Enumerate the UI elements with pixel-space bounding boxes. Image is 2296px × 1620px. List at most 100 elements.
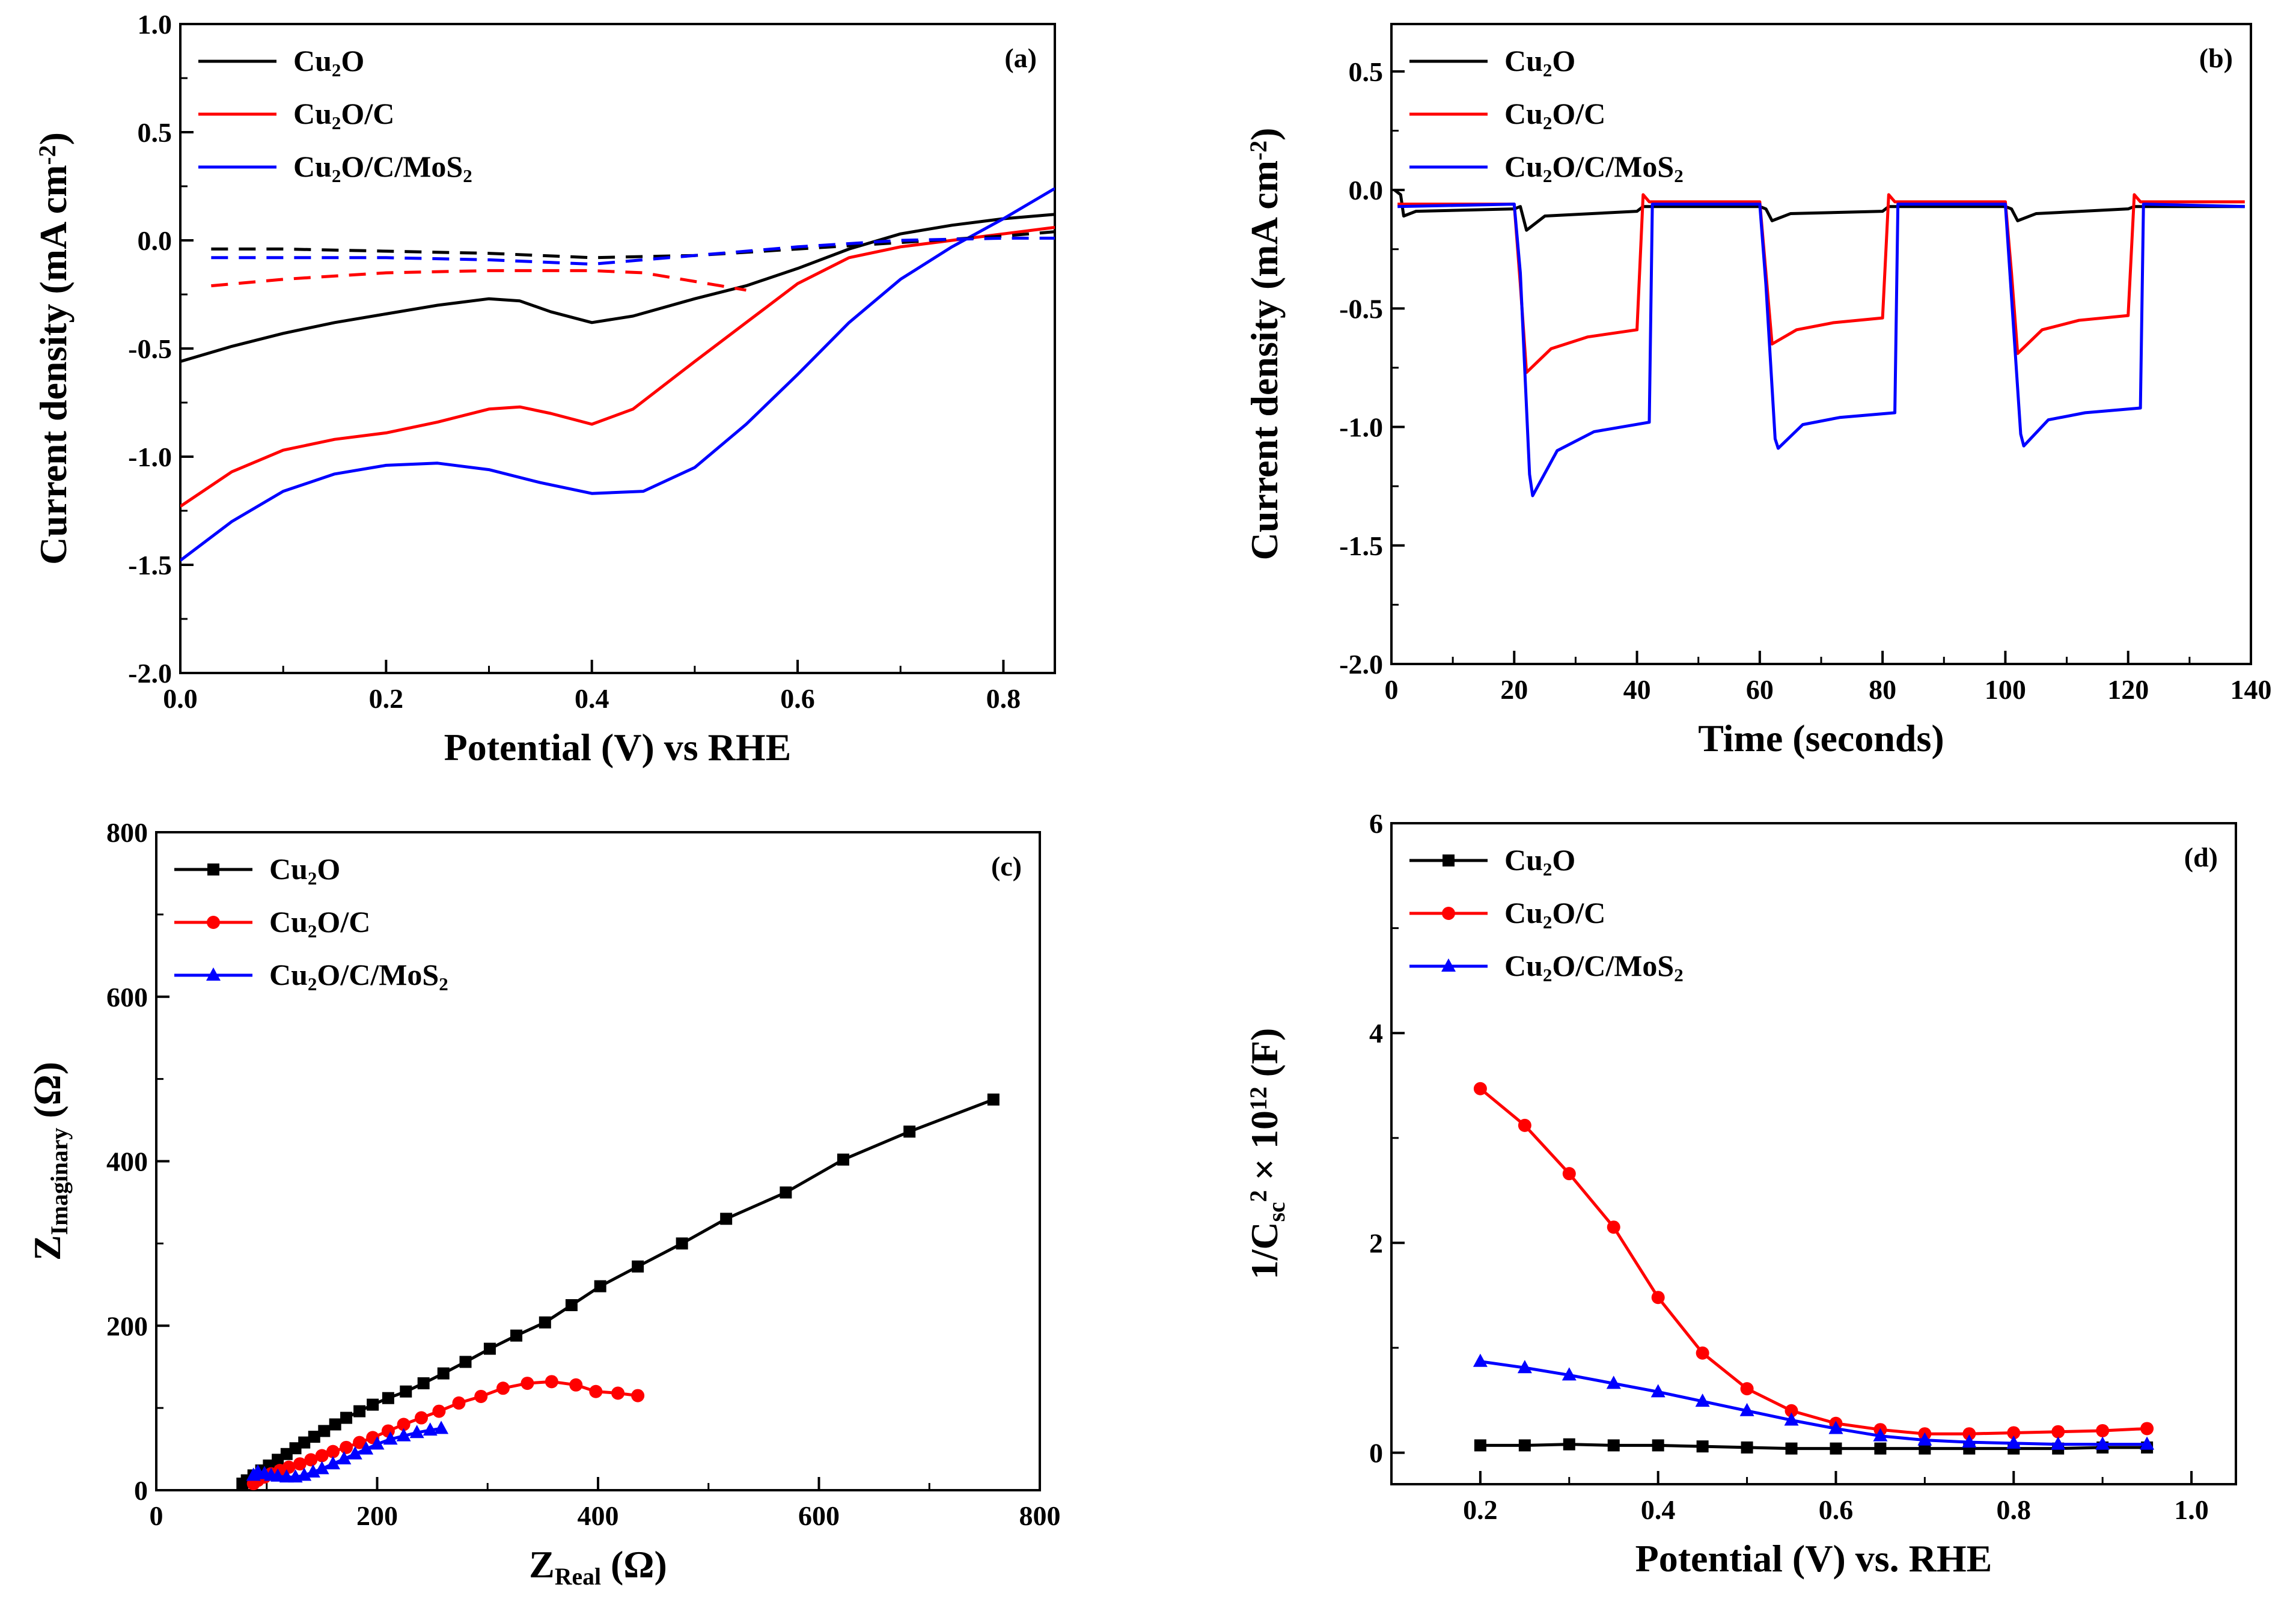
data-point-square xyxy=(903,1125,916,1138)
data-point-circle xyxy=(2051,1425,2065,1439)
y-axis-label: Current density (mA cm-2) xyxy=(1243,128,1286,561)
panel-c: 0 200 400 600 800 0 200 400 600 800 ZReal (Ω) ZImag… xyxy=(26,817,1061,1590)
panel-label: (a) xyxy=(1004,43,1037,73)
data-point-circle xyxy=(1473,1082,1487,1095)
data-point-triangle xyxy=(434,1421,449,1434)
y-tick-label: 4 xyxy=(1369,1018,1383,1049)
data-point-triangle xyxy=(1917,1432,1932,1446)
data-point-triangle xyxy=(1473,1353,1488,1367)
legend: Cu2O Cu2O/C Cu2O/C/MoS2 xyxy=(174,852,448,994)
data-point-square xyxy=(720,1213,733,1225)
data-point-triangle xyxy=(1562,1367,1577,1381)
y-axis-label: Current density (mA cm-2) xyxy=(32,132,75,565)
legend-label: Cu2O/C/MoS2 xyxy=(1504,150,1684,186)
data-point-triangle xyxy=(396,1428,411,1442)
legend: Cu2O Cu2O/C Cu2O/C/MoS2 xyxy=(1409,843,1684,985)
y-tick-label: 0.5 xyxy=(138,117,173,148)
y-tick-label: -2.0 xyxy=(128,658,172,689)
data-point-circle xyxy=(496,1381,510,1395)
y-tick-label: 200 xyxy=(106,1311,148,1341)
data-point-triangle xyxy=(347,1446,362,1460)
data-point-square xyxy=(308,1431,320,1443)
x-axis-label: Potential (V) vs. RHE xyxy=(1635,1537,1992,1580)
data-point-square xyxy=(837,1153,849,1166)
data-point-triangle xyxy=(1517,1360,1532,1374)
series-line-cu2o xyxy=(1393,189,2245,232)
x-tick-label: 0 xyxy=(1385,674,1399,705)
x-tick-label: 0.6 xyxy=(1819,1494,1854,1525)
data-point-circle xyxy=(1518,1118,1531,1132)
x-axis-label: ZReal (Ω) xyxy=(529,1543,667,1590)
series-line-cu2o-c-mos2 xyxy=(1397,202,2245,498)
x-tick-label: 20 xyxy=(1500,674,1528,705)
legend-label: Cu2O xyxy=(269,852,340,889)
x-tick-label: 0 xyxy=(150,1500,163,1531)
data-point-square xyxy=(1874,1442,1887,1455)
legend-marker xyxy=(1441,958,1456,972)
x-tick-label: 0.0 xyxy=(163,683,198,714)
series-line-cu2o-c xyxy=(1397,193,2245,374)
series-group xyxy=(180,187,1055,562)
data-point-circle xyxy=(397,1418,411,1431)
data-point-square xyxy=(298,1436,311,1449)
data-point-square xyxy=(1563,1438,1575,1451)
legend-label: Cu2O/C/MoS2 xyxy=(1504,949,1684,985)
x-tick-label: 400 xyxy=(578,1500,619,1531)
x-tick-label: 0.8 xyxy=(986,683,1021,714)
data-point-square xyxy=(353,1405,366,1418)
data-point-square xyxy=(367,1398,379,1411)
y-tick-label: 0 xyxy=(1369,1438,1383,1469)
x-tick-label: 600 xyxy=(798,1500,840,1531)
panel-label: (d) xyxy=(2184,842,2218,872)
data-point-square xyxy=(1785,1442,1798,1455)
data-point-triangle xyxy=(423,1422,438,1436)
x-tick-label: 140 xyxy=(2230,674,2272,705)
x-tick-label: 0.6 xyxy=(780,683,815,714)
data-point-triangle xyxy=(1784,1412,1799,1426)
data-point-circle xyxy=(474,1389,488,1403)
data-point-square xyxy=(382,1392,394,1404)
data-point-circle xyxy=(1785,1404,1798,1418)
plot-frame xyxy=(1390,822,2237,1485)
panel-a: 0.0 0.2 0.4 0.6 0.8 -2.0 -1.5 -1.0 -0.5 0.0 0.5 1.0… xyxy=(32,9,1056,769)
data-point-square xyxy=(1741,1441,1753,1454)
y-tick-label: 2 xyxy=(1369,1228,1383,1258)
legend-label: Cu2O/C xyxy=(269,905,370,942)
data-point-circle xyxy=(432,1404,446,1418)
data-point-square xyxy=(676,1237,688,1250)
series-line-cu2o-c-mos2 xyxy=(180,187,1055,562)
data-point-square xyxy=(417,1377,430,1390)
x-tick-label: 800 xyxy=(1019,1500,1061,1531)
data-point-triangle xyxy=(409,1425,424,1439)
data-point-circle xyxy=(415,1411,428,1425)
x-axis-label: Potential (V) vs RHE xyxy=(444,726,792,769)
x-tick-label: 0.2 xyxy=(1463,1494,1498,1525)
data-point-circle xyxy=(293,1457,307,1471)
data-point-triangle xyxy=(1828,1421,1843,1434)
data-point-circle xyxy=(1696,1346,1709,1360)
data-point-square xyxy=(483,1342,496,1355)
x-tick-label: 0.8 xyxy=(1997,1494,2032,1525)
legend-marker xyxy=(206,967,221,981)
panel-d: 0.2 0.4 0.6 0.8 1.0 0 2 4 6 Potential (V) vs. RHE… xyxy=(1243,808,2237,1580)
legend-marker xyxy=(207,916,220,929)
data-point-square xyxy=(565,1299,578,1312)
data-point-circle xyxy=(1651,1291,1665,1305)
y-tick-label: 800 xyxy=(106,817,148,848)
data-point-circle xyxy=(1607,1220,1620,1234)
legend-marker xyxy=(1442,907,1455,920)
data-point-triangle xyxy=(2006,1435,2021,1449)
data-point-square xyxy=(632,1260,644,1273)
data-point-circle xyxy=(340,1440,353,1454)
legend: Cu2O Cu2O/C Cu2O/C/MoS2 xyxy=(1409,44,1684,186)
series-group xyxy=(1473,1082,2155,1455)
x-tick-label: 40 xyxy=(1623,674,1651,705)
data-point-circle xyxy=(2007,1426,2021,1440)
data-point-triangle xyxy=(1695,1393,1710,1407)
data-point-triangle xyxy=(337,1451,352,1464)
data-point-circle xyxy=(1562,1167,1576,1181)
data-point-triangle xyxy=(1650,1384,1666,1398)
data-point-circle xyxy=(282,1460,296,1474)
y-tick-label: -2.0 xyxy=(1339,649,1383,680)
